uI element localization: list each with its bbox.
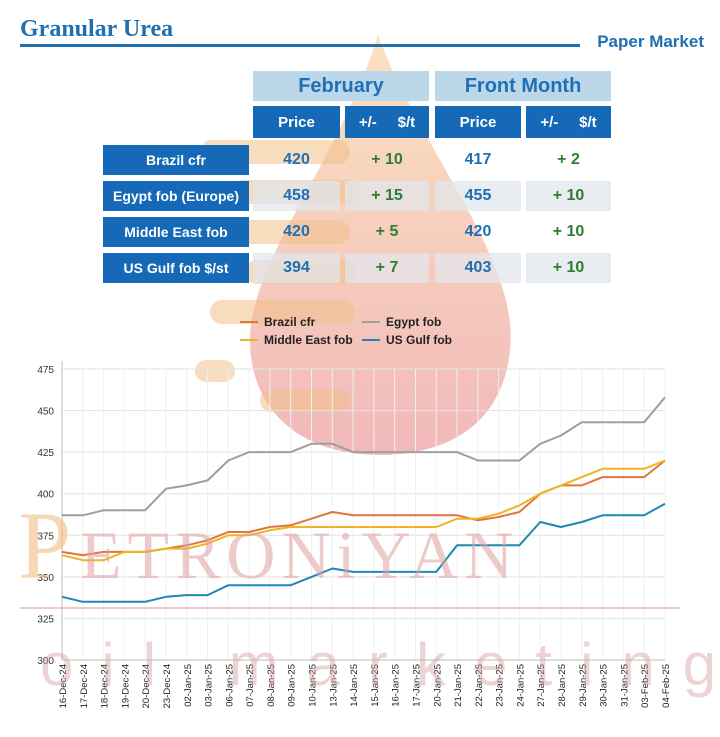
legend-item-middle-east: Middle East fob (240, 333, 353, 347)
row-label-brazil: Brazil cfr (103, 145, 249, 175)
y-tick-label: 425 (37, 448, 54, 459)
legend-swatch-us-gulf (362, 339, 380, 341)
y-tick-label: 300 (37, 656, 54, 667)
y-tick-label: 475 (37, 365, 54, 376)
x-tick-label: 28-Jan-25 (557, 664, 568, 707)
x-tick-label: 29-Jan-25 (578, 664, 589, 707)
x-tick-label: 13-Jan-25 (328, 664, 339, 707)
x-tick-label: 14-Jan-25 (349, 664, 360, 707)
legend-swatch-brazil (240, 321, 258, 323)
series-line-brazil-cfr (61, 459, 666, 557)
x-tick-label: 30-Jan-25 (599, 664, 610, 707)
x-tick-label: 02-Jan-25 (183, 664, 194, 707)
cell-us-gulf-feb-price: 394 (253, 253, 340, 283)
x-tick-label: 17-Dec-24 (79, 664, 90, 708)
row-label-egypt: Egypt fob (Europe) (103, 181, 249, 211)
x-tick-label: 16-Dec-24 (58, 664, 69, 708)
col-header-feb-price: Price (253, 106, 340, 138)
group-header-front-month: Front Month (435, 71, 611, 101)
cell-us-gulf-feb-change: + 7 (345, 253, 429, 283)
legend-label-middle-east: Middle East fob (264, 333, 353, 347)
x-tick-label: 20-Jan-25 (432, 664, 443, 707)
cell-egypt-feb-price: 458 (253, 181, 340, 211)
x-tick-label: 03-Jan-25 (204, 664, 215, 707)
cell-middle-east-fm-change: + 10 (552, 223, 585, 240)
x-tick-label: 06-Jan-25 (224, 664, 235, 707)
legend-swatch-egypt (362, 321, 380, 323)
legend-label-egypt: Egypt fob (386, 315, 442, 329)
legend-item-egypt: Egypt fob (362, 315, 441, 329)
x-tick-label: 04-Feb-25 (661, 664, 672, 708)
x-tick-label: 31-Jan-25 (619, 664, 630, 707)
page-title: Granular Urea (20, 16, 174, 42)
cell-egypt-fm-change: + 10 (526, 181, 611, 211)
col-header-fm-change: +/- $/t (526, 106, 611, 138)
legend-label-brazil: Brazil cfr (264, 315, 316, 329)
x-tick-label: 27-Jan-25 (536, 664, 547, 707)
x-tick-label: 10-Jan-25 (308, 664, 319, 707)
legend-item-brazil: Brazil cfr (240, 315, 315, 329)
y-tick-label: 400 (37, 490, 54, 501)
series-line-middle-east-fob (61, 459, 666, 562)
series-line-us-gulf-fob (61, 502, 666, 603)
series-line-egypt-fob (62, 396, 666, 517)
price-line-chart: 300 325 350 375 400 425 450 475 16-Dec-24 17-Dec-… (37, 361, 672, 708)
cell-middle-east-fm-price: 420 (464, 223, 492, 240)
x-tick-label: 03-Feb-25 (640, 664, 651, 708)
chart-legend: Brazil cfr Egypt fob Middle East fob US … (240, 315, 480, 351)
legend-swatch-middle-east (240, 339, 258, 341)
title-underline (20, 44, 580, 47)
x-tick-label: 17-Jan-25 (411, 664, 422, 707)
x-tick-label: 08-Jan-25 (266, 664, 277, 707)
cell-brazil-feb-change: + 10 (371, 151, 403, 168)
legend-label-us-gulf: US Gulf fob (386, 333, 452, 347)
x-tick-label: 09-Jan-25 (287, 664, 298, 707)
cell-us-gulf-fm-price: 403 (435, 253, 521, 283)
x-tick-label: 23-Jan-25 (495, 664, 506, 707)
col-header-feb-change: +/- $/t (345, 106, 429, 138)
row-label-us-gulf: US Gulf fob $/st (103, 253, 249, 283)
cell-brazil-feb-price: 420 (283, 151, 310, 168)
x-tick-label: 15-Jan-25 (370, 664, 381, 707)
legend-item-us-gulf: US Gulf fob (362, 333, 452, 347)
cell-egypt-feb-change: + 15 (345, 181, 429, 211)
y-tick-label: 350 (37, 573, 54, 584)
group-header-february: February (253, 71, 429, 101)
y-tick-label: 450 (37, 407, 54, 418)
x-tick-label: 22-Jan-25 (474, 664, 485, 707)
cell-brazil-fm-change: + 2 (557, 151, 580, 168)
x-tick-label: 18-Dec-24 (100, 664, 111, 708)
x-tick-label: 19-Dec-24 (120, 664, 131, 708)
x-tick-label: 23-Dec-24 (162, 664, 173, 708)
x-tick-label: 20-Dec-24 (141, 664, 152, 708)
row-label-middle-east: Middle East fob (103, 217, 249, 247)
x-tick-label: 16-Jan-25 (391, 664, 402, 707)
y-tick-label: 375 (37, 531, 54, 542)
col-header-fm-price: Price (435, 106, 521, 138)
cell-brazil-fm-price: 417 (464, 151, 492, 168)
x-tick-label: 21-Jan-25 (453, 664, 464, 707)
cell-egypt-fm-price: 455 (435, 181, 521, 211)
cell-us-gulf-fm-change: + 10 (526, 253, 611, 283)
cell-middle-east-feb-change: + 5 (375, 223, 399, 240)
page-subtitle: Paper Market (597, 32, 704, 51)
y-tick-label: 325 (37, 614, 54, 625)
cell-middle-east-feb-price: 420 (283, 223, 310, 240)
x-tick-label: 24-Jan-25 (515, 664, 526, 707)
x-tick-label: 07-Jan-25 (245, 664, 256, 707)
